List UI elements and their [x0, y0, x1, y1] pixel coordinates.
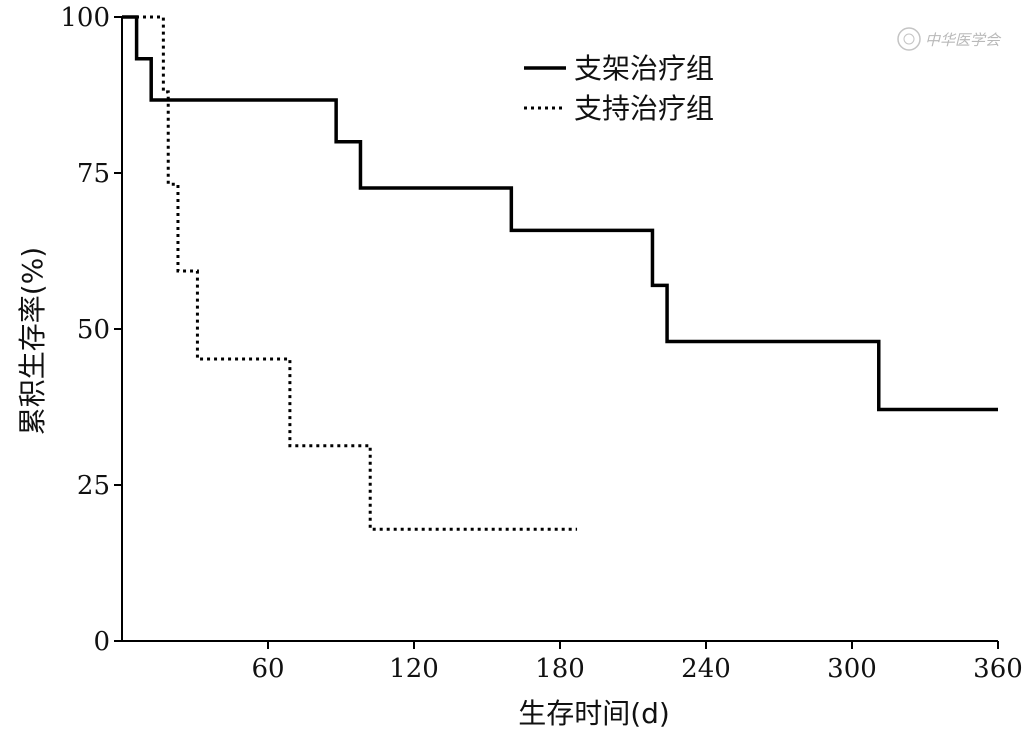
- legend-label-2: 支持治疗组: [574, 92, 714, 125]
- series-line-2: [122, 15, 578, 531]
- y-tick-label: 100: [60, 3, 110, 33]
- x-tick-label: 180: [535, 654, 585, 684]
- y-tick-label: 25: [77, 471, 110, 501]
- watermark-seal-icon: [897, 27, 921, 51]
- y-tick-label: 75: [77, 159, 110, 189]
- watermark-seal-inner-icon: [903, 33, 915, 45]
- legend-label-1: 支架治疗组: [574, 52, 714, 85]
- x-axis-title: 生存时间(d): [518, 697, 670, 730]
- x-tick-label: 240: [681, 654, 731, 684]
- watermark-text: 中华医学会: [925, 31, 1002, 49]
- series-line-1: [122, 15, 998, 412]
- watermark-logo: 中华医学会: [897, 27, 1002, 51]
- x-tick-label: 60: [251, 654, 284, 684]
- x-tick-label: 120: [389, 654, 439, 684]
- axes: 0 25 50 75 100 60 120 180 240 300 360 生存时间(d) 累积生存率(…: [16, 3, 1023, 730]
- y-tick-label: 50: [77, 315, 110, 345]
- x-tick-label: 300: [827, 654, 877, 684]
- y-axis-title: 累积生存率(%): [16, 247, 49, 435]
- y-tick-label: 0: [93, 627, 110, 657]
- x-tick-label: 360: [973, 654, 1023, 684]
- series-group: [122, 15, 998, 531]
